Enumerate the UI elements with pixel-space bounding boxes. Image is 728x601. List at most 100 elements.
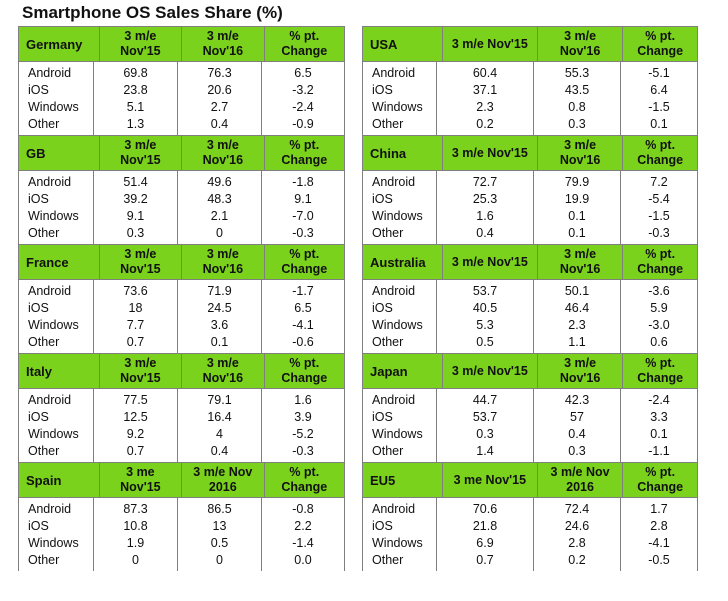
cell-value: -0.8: [292, 502, 314, 516]
os-label: Other: [372, 117, 404, 131]
value-column: 71.9 24.5 3.6 0.1: [178, 280, 262, 353]
os-label: Windows: [28, 100, 79, 114]
os-label: Android: [372, 66, 416, 80]
table-header: Spain 3 me Nov'15 3 m/e Nov 2016 % pt. Chan…: [18, 462, 345, 498]
column-header: % pt. Change: [637, 356, 684, 385]
cell-value: 0.0: [294, 553, 312, 567]
cell-value: -5.1: [648, 66, 670, 80]
cell-value: -0.3: [648, 226, 670, 240]
os-label: Android: [372, 393, 416, 407]
column-header: 3 m/e Nov'16: [538, 27, 624, 61]
cell-value: 0.8: [568, 100, 586, 114]
table-body: Android iOS Windows Other 70.6 21.8 6.9 0.7 72.4…: [362, 498, 698, 571]
cell-value: 0.3: [476, 427, 494, 441]
value-column: -1.8 9.1 -7.0 -0.3: [262, 171, 344, 244]
os-name-column: Android iOS Windows Other: [363, 280, 437, 353]
region-table-france: France 3 m/e Nov'15 3 m/e Nov'16 % pt. Chan…: [18, 244, 345, 353]
cell-value: 24.6: [564, 519, 590, 533]
os-label: iOS: [28, 192, 49, 206]
cell-value: -4.1: [292, 318, 314, 332]
os-label: Windows: [372, 209, 423, 223]
cell-value: 79.1: [207, 393, 232, 407]
cell-value: 6.9: [476, 536, 494, 550]
value-column: -2.4 3.3 0.1 -1.1: [621, 389, 697, 462]
os-label: Windows: [28, 427, 79, 441]
cell-value: 5.9: [650, 301, 668, 315]
cell-value: 40.5: [472, 301, 498, 315]
table-body: Android iOS Windows Other 44.7 53.7 0.3 1.4 42.3…: [362, 389, 698, 462]
cell-value: 86.5: [207, 502, 232, 516]
cell-value: 79.9: [564, 175, 590, 189]
value-column: 49.6 48.3 2.1 0: [178, 171, 262, 244]
cell-value: 50.1: [564, 284, 590, 298]
region-name: China: [363, 136, 443, 170]
cell-value: 0.4: [476, 226, 494, 240]
cell-value: -3.6: [648, 284, 670, 298]
os-label: Android: [372, 175, 416, 189]
os-label: Android: [372, 502, 416, 516]
column-header: 3 m/e Nov'16: [538, 136, 624, 170]
cell-value: 23.8: [123, 83, 148, 97]
cell-value: 0.7: [126, 335, 145, 349]
cell-value: 0.4: [568, 427, 586, 441]
os-name-column: Android iOS Windows Other: [19, 62, 94, 135]
value-column: 73.6 18 7.7 0.7: [94, 280, 178, 353]
value-column: 72.4 24.6 2.8 0.2: [534, 498, 621, 571]
cell-value: 70.6: [472, 502, 498, 516]
os-label: Windows: [28, 209, 79, 223]
os-label: Android: [28, 66, 72, 80]
cell-value: 3.6: [210, 318, 229, 332]
os-label: Android: [372, 284, 416, 298]
cell-value: 9.1: [126, 209, 145, 223]
cell-value: 0.1: [568, 209, 586, 223]
column-header: % pt. Change: [637, 247, 684, 276]
cell-value: 0.1: [650, 117, 668, 131]
cell-value: 72.4: [564, 502, 590, 516]
cell-value: -1.7: [292, 284, 314, 298]
cell-value: 6.5: [294, 66, 312, 80]
column-header: 3 m/e Nov'15: [100, 27, 183, 61]
cell-value: -7.0: [292, 209, 314, 223]
table-header: France 3 m/e Nov'15 3 m/e Nov'16 % pt. Chan…: [18, 244, 345, 280]
os-label: iOS: [28, 301, 49, 315]
cell-value: 24.5: [207, 301, 232, 315]
cell-value: -5.4: [648, 192, 670, 206]
cell-value: 0.7: [476, 553, 494, 567]
table-header: Japan 3 m/e Nov'15 3 m/e Nov'16 % pt. Chang…: [362, 353, 698, 389]
cell-value: -0.9: [292, 117, 314, 131]
table-body: Android iOS Windows Other 69.8 23.8 5.1 1.3 76.3…: [18, 62, 345, 135]
column-header: % pt. Change: [281, 356, 328, 385]
value-column: 79.1 16.4 4 0.4: [178, 389, 262, 462]
cell-value: -1.5: [648, 209, 670, 223]
os-label: Other: [372, 226, 404, 240]
value-column: 76.3 20.6 2.7 0.4: [178, 62, 262, 135]
cell-value: 7.2: [650, 175, 668, 189]
region-table-gb: GB 3 m/e Nov'15 3 m/e Nov'16 % pt. Change An…: [18, 135, 345, 244]
cell-value: 0.2: [568, 553, 586, 567]
os-label: Other: [28, 117, 60, 131]
os-label: Windows: [28, 536, 79, 550]
table-header: China 3 m/e Nov'15 3 m/e Nov'16 % pt. Chang…: [362, 135, 698, 171]
os-name-column: Android iOS Windows Other: [19, 280, 94, 353]
os-label: Other: [372, 444, 404, 458]
cell-value: 1.3: [126, 117, 145, 131]
cell-value: 9.1: [294, 192, 312, 206]
cell-value: -1.5: [648, 100, 670, 114]
os-name-column: Android iOS Windows Other: [19, 498, 94, 571]
cell-value: 0.5: [476, 335, 494, 349]
column-header: 3 m/e Nov'15: [100, 354, 183, 388]
os-name-column: Android iOS Windows Other: [363, 389, 437, 462]
cell-value: 2.8: [568, 536, 586, 550]
value-column: 51.4 39.2 9.1 0.3: [94, 171, 178, 244]
cell-value: 44.7: [472, 393, 498, 407]
cell-value: 0.2: [476, 117, 494, 131]
os-label: iOS: [372, 519, 393, 533]
cell-value: 1.1: [568, 335, 586, 349]
region-table-spain: Spain 3 me Nov'15 3 m/e Nov 2016 % pt. Chan…: [18, 462, 345, 571]
os-label: iOS: [28, 83, 49, 97]
value-column: 6.5 -3.2 -2.4 -0.9: [262, 62, 344, 135]
region-name: USA: [363, 27, 443, 61]
table-header: USA 3 m/e Nov'15 3 m/e Nov'16 % pt. Change: [362, 26, 698, 62]
cell-value: -3.0: [648, 318, 670, 332]
region-table-germany: Germany 3 m/e Nov'15 3 m/e Nov'16 % pt. Cha…: [18, 26, 345, 135]
